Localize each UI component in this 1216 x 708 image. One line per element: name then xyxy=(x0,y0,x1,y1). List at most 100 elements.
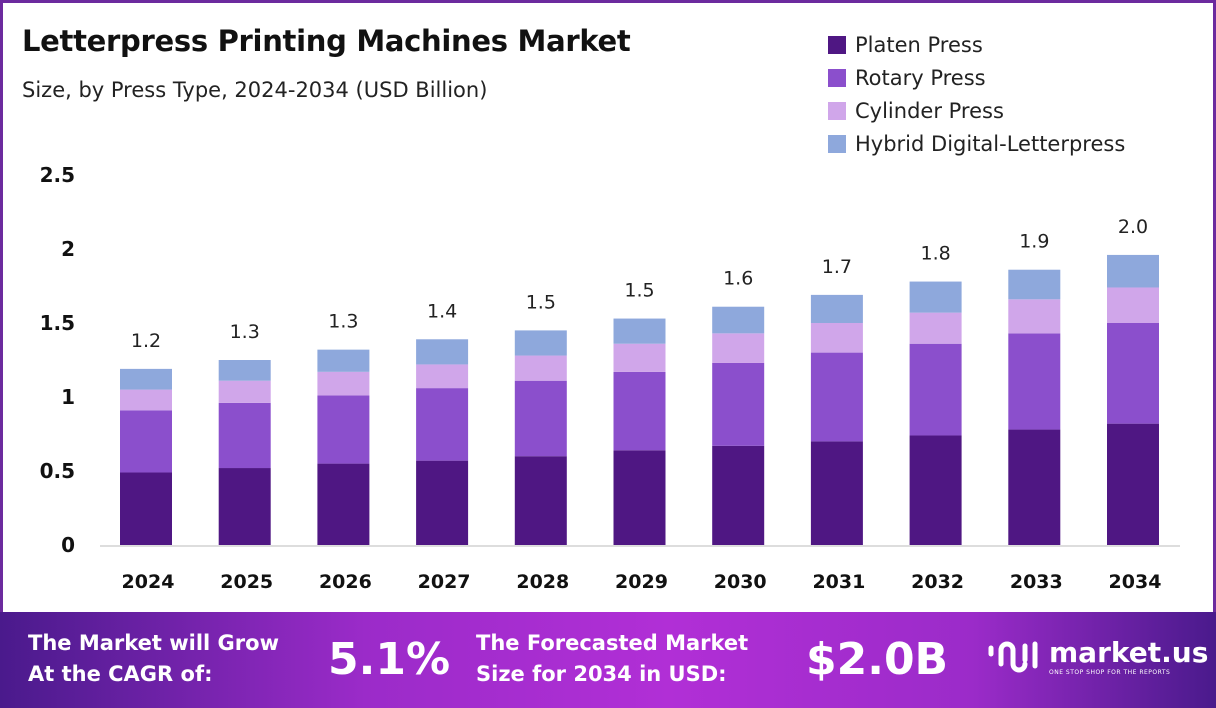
legend-swatch xyxy=(828,134,846,153)
legend-label: Hybrid Digital-Letterpress xyxy=(855,131,1126,156)
x-tick-label: 2029 xyxy=(615,571,668,593)
total-label: 1.8 xyxy=(920,243,950,265)
y-tick-label: 0.5 xyxy=(40,459,75,483)
bar-segment-hybrid-digital-letterpress-2025 xyxy=(218,360,271,381)
legend: Platen Press Rotary Press Cylinder Press… xyxy=(828,28,1125,160)
bar-segment-platen-press-2029 xyxy=(613,450,666,545)
bar-segment-rotary-press-2030 xyxy=(712,362,765,446)
bar-segment-rotary-press-2034 xyxy=(1107,323,1159,424)
legend-swatch xyxy=(828,68,846,87)
x-tick-label: 2026 xyxy=(319,571,372,593)
bar-segment-hybrid-digital-letterpress-2033 xyxy=(1008,269,1061,300)
bar-segment-platen-press-2032 xyxy=(909,435,962,545)
cagr-label-line: At the CAGR of: xyxy=(28,662,213,686)
chart-title: Letterpress Printing Machines Market xyxy=(22,24,631,58)
bar-segment-hybrid-digital-letterpress-2034 xyxy=(1107,254,1159,288)
bar-segment-cylinder-press-2033 xyxy=(1008,299,1061,334)
total-label: 2.0 xyxy=(1118,216,1148,238)
x-tick-label: 2028 xyxy=(516,571,569,593)
forecast-label: The Forecasted Market Size for 2034 in US… xyxy=(476,628,748,690)
bar-segment-hybrid-digital-letterpress-2024 xyxy=(120,368,172,390)
bar-segment-cylinder-press-2027 xyxy=(416,364,469,389)
legend-item-cylinder: Cylinder Press xyxy=(828,94,1125,127)
y-tick-label: 1 xyxy=(61,385,75,409)
chart-frame xyxy=(0,0,1216,612)
total-label: 1.4 xyxy=(427,300,457,322)
x-tick-label: 2031 xyxy=(812,571,865,593)
total-label: 1.7 xyxy=(822,256,852,278)
bar-segment-platen-press-2024 xyxy=(120,472,172,545)
legend-swatch xyxy=(828,101,846,120)
x-tick-label: 2033 xyxy=(1010,571,1063,593)
logo-icon xyxy=(988,641,1038,673)
bar-segment-cylinder-press-2025 xyxy=(218,380,271,403)
cagr-label-line: The Market will Grow xyxy=(28,631,279,655)
y-tick-label: 2.5 xyxy=(40,163,75,187)
bar-segment-cylinder-press-2030 xyxy=(712,333,765,363)
bar-segment-hybrid-digital-letterpress-2027 xyxy=(416,339,469,365)
bar-chart: 0 0.5 1 1.5 2 2.5 1.2 2024 1.3 2025 1.3 2026 1.4 2027… xyxy=(40,163,1180,593)
bar-segment-hybrid-digital-letterpress-2032 xyxy=(909,281,962,313)
bar-segment-rotary-press-2032 xyxy=(909,343,962,436)
bar-segment-platen-press-2027 xyxy=(416,460,469,545)
x-tick-label: 2032 xyxy=(911,571,964,593)
bar-segment-rotary-press-2033 xyxy=(1008,333,1061,430)
bar-segment-platen-press-2031 xyxy=(810,441,863,545)
bar-segment-platen-press-2033 xyxy=(1008,429,1061,545)
summary-banner: The Market will Grow At the CAGR of: 5.1%… xyxy=(0,612,1216,708)
bar-segment-hybrid-digital-letterpress-2026 xyxy=(317,349,370,372)
total-label: 1.3 xyxy=(328,311,358,333)
legend-item-hybrid: Hybrid Digital-Letterpress xyxy=(828,127,1125,160)
x-tick-label: 2034 xyxy=(1109,571,1162,593)
y-tick-label: 2 xyxy=(61,237,75,261)
bar-segment-platen-press-2025 xyxy=(218,468,271,545)
bar-segment-cylinder-press-2031 xyxy=(810,323,863,353)
legend-swatch xyxy=(828,35,846,54)
cagr-label: The Market will Grow At the CAGR of: xyxy=(28,628,279,690)
bar-segment-hybrid-digital-letterpress-2031 xyxy=(810,294,863,323)
y-tick-label: 0 xyxy=(61,533,75,557)
bar-segment-rotary-press-2031 xyxy=(810,352,863,442)
bar-segment-cylinder-press-2032 xyxy=(909,312,962,344)
bar-segment-rotary-press-2025 xyxy=(218,402,271,469)
total-label: 1.6 xyxy=(723,268,753,290)
bar-segment-cylinder-press-2028 xyxy=(514,355,567,381)
legend-label: Platen Press xyxy=(855,32,983,57)
logo-name: market.us xyxy=(1049,636,1209,669)
forecast-label-line: The Forecasted Market xyxy=(476,631,749,655)
bar-segment-cylinder-press-2029 xyxy=(613,343,666,372)
bar-segment-hybrid-digital-letterpress-2028 xyxy=(514,330,567,356)
legend-item-rotary: Rotary Press xyxy=(828,61,1125,94)
bar-segment-platen-press-2028 xyxy=(514,456,567,545)
chart-subtitle: Size, by Press Type, 2024-2034 (USD Bill… xyxy=(22,78,488,102)
total-label: 1.5 xyxy=(526,291,556,313)
x-tick-label: 2024 xyxy=(122,571,175,593)
x-tick-label: 2027 xyxy=(418,571,471,593)
total-label: 1.3 xyxy=(230,321,260,343)
bar-segment-rotary-press-2027 xyxy=(416,388,469,461)
legend-item-platen: Platen Press xyxy=(828,28,1125,61)
total-label: 1.9 xyxy=(1019,231,1049,253)
x-tick-label: 2025 xyxy=(220,571,273,593)
market-us-logo: market.us ONE STOP SHOP FOR THE REPORTS xyxy=(985,636,1208,676)
bar-segment-cylinder-press-2024 xyxy=(120,389,172,411)
bar-segment-rotary-press-2024 xyxy=(120,410,172,473)
bar-segment-rotary-press-2028 xyxy=(514,380,567,457)
bar-segment-cylinder-press-2026 xyxy=(317,371,370,396)
bar-segment-platen-press-2034 xyxy=(1107,423,1159,545)
legend-label: Rotary Press xyxy=(855,65,986,90)
forecast-label-line: Size for 2034 in USD: xyxy=(476,662,727,686)
bar-segment-platen-press-2030 xyxy=(712,445,765,545)
bar-segment-rotary-press-2029 xyxy=(613,371,666,451)
bar-segment-platen-press-2026 xyxy=(317,463,370,545)
bar-segment-cylinder-press-2034 xyxy=(1107,287,1159,323)
y-tick-label: 1.5 xyxy=(40,311,75,335)
legend-label: Cylinder Press xyxy=(855,98,1004,123)
total-label: 1.2 xyxy=(131,330,161,352)
cagr-value: 5.1% xyxy=(328,634,451,685)
bar-segment-hybrid-digital-letterpress-2029 xyxy=(613,318,666,344)
forecast-value: $2.0B xyxy=(806,634,949,685)
logo-tagline: ONE STOP SHOP FOR THE REPORTS xyxy=(1049,669,1171,676)
x-tick-label: 2030 xyxy=(714,571,767,593)
bar-segment-hybrid-digital-letterpress-2030 xyxy=(712,306,765,334)
